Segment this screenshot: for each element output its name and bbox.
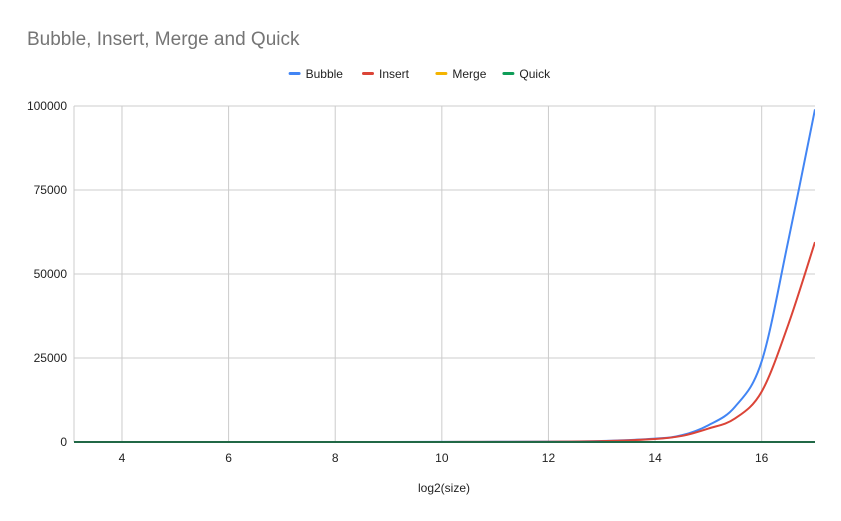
legend-swatch (502, 72, 515, 75)
legend-label: Bubble (306, 67, 344, 81)
legend-label: Insert (379, 67, 410, 81)
legend-item-insert[interactable]: Insert (362, 67, 410, 81)
y-tick-label: 50000 (34, 267, 68, 281)
legend-swatch (362, 72, 374, 75)
y-tick-label: 25000 (34, 351, 68, 365)
chart-title: Bubble, Insert, Merge and Quick (27, 29, 300, 50)
x-tick-label: 14 (648, 451, 662, 465)
horizontal-gridlines (74, 105, 815, 359)
x-axis-ticks: 4 6 8 10 12 14 16 (119, 451, 769, 465)
x-tick-label: 8 (332, 451, 339, 465)
y-axis-ticks: 0 25000 50000 75000 100000 (27, 99, 67, 449)
legend-item-merge[interactable]: Merge (435, 67, 487, 81)
y-tick-label: 100000 (27, 99, 67, 113)
x-axis-label: log2(size) (418, 481, 470, 495)
y-tick-label: 75000 (34, 183, 68, 197)
legend-item-bubble[interactable]: Bubble (288, 67, 344, 81)
legend-label: Merge (452, 67, 486, 81)
legend-swatch (435, 72, 448, 75)
y-tick-label: 0 (60, 435, 67, 449)
x-tick-label: 10 (435, 451, 449, 465)
x-tick-label: 16 (755, 451, 769, 465)
x-tick-label: 12 (542, 451, 556, 465)
legend-label: Quick (519, 67, 551, 81)
legend-item-quick[interactable]: Quick (502, 67, 551, 81)
x-tick-label: 4 (119, 451, 126, 465)
legend-swatch (288, 72, 301, 75)
x-tick-label: 6 (225, 451, 232, 465)
legend: Bubble Insert Merge Quick (288, 67, 551, 81)
